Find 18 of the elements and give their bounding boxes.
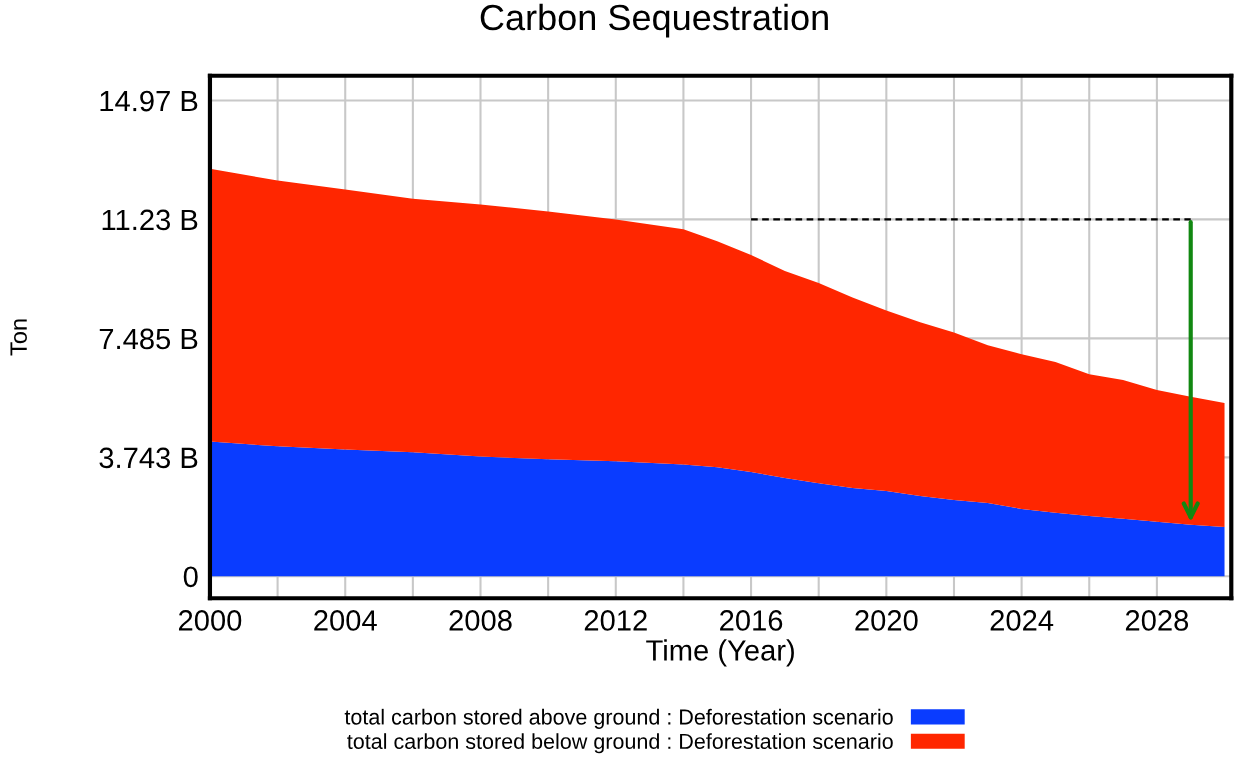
x-tick-label: 2004 (314, 610, 377, 631)
y-tick-label: 3.743 B (99, 447, 198, 469)
x-axis-title: Time (Year) (646, 639, 794, 667)
x-tick-label: 2020 (855, 610, 918, 631)
y-tick-label: 7.485 B (99, 328, 198, 350)
y-tick-label: 11.23 B (102, 209, 198, 231)
chart-title: Carbon Sequestration (480, 3, 828, 38)
y-tick-label: 0 (183, 566, 198, 588)
x-tick-label: 2024 (990, 610, 1054, 631)
y-tick-label: 14.97 B (100, 90, 198, 112)
x-tick-label: 2008 (449, 610, 512, 631)
legend-label: total carbon stored below ground : Deforestation scenario (347, 733, 893, 754)
x-tick-label: 2028 (1125, 610, 1189, 631)
x-tick-label: 2012 (584, 610, 647, 631)
x-tick-label: 2016 (720, 610, 783, 631)
x-tick-label: 2000 (178, 610, 242, 631)
y-axis-title: Ton (10, 319, 27, 356)
legend-label: total carbon stored above ground : Deforestation scenario (344, 708, 893, 729)
